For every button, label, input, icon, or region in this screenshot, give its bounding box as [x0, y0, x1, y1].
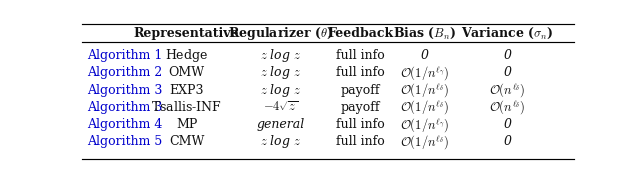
Text: Algorithm 5: Algorithm 5 — [88, 135, 163, 149]
Text: Algorithm 3: Algorithm 3 — [88, 84, 163, 97]
Text: Variance ($\sigma_n$): Variance ($\sigma_n$) — [461, 26, 554, 41]
Text: $\mathcal{O}(1/n^{\ell_\gamma})$: $\mathcal{O}(1/n^{\ell_\gamma})$ — [400, 64, 449, 82]
Text: OMW: OMW — [168, 66, 205, 80]
Text: Representative: Representative — [134, 27, 239, 40]
Text: 0: 0 — [504, 66, 511, 80]
Text: 0: 0 — [504, 118, 511, 131]
Text: 0: 0 — [504, 135, 511, 149]
Text: Algorithm 3: Algorithm 3 — [88, 101, 163, 114]
Text: 0: 0 — [420, 49, 429, 62]
Text: Regularizer ($\theta$): Regularizer ($\theta$) — [228, 25, 333, 42]
Text: $\mathcal{O}(1/n^{\ell_\delta})$: $\mathcal{O}(1/n^{\ell_\delta})$ — [400, 81, 449, 99]
Text: $z$ log $z$: $z$ log $z$ — [260, 47, 301, 64]
Text: 0: 0 — [504, 49, 511, 62]
Text: $z$ log $z$: $z$ log $z$ — [260, 133, 301, 151]
Text: $z$ log $z$: $z$ log $z$ — [260, 82, 301, 99]
Text: full info: full info — [336, 66, 385, 80]
Text: Feedback: Feedback — [327, 27, 394, 40]
Text: Algorithm 1: Algorithm 1 — [88, 49, 163, 62]
Text: full info: full info — [336, 135, 385, 149]
Text: full info: full info — [336, 49, 385, 62]
Text: $\mathcal{O}(n^{\ell_\delta})$: $\mathcal{O}(n^{\ell_\delta})$ — [490, 98, 526, 116]
Text: Bias ($B_n$): Bias ($B_n$) — [393, 26, 456, 41]
Text: Algorithm 4: Algorithm 4 — [88, 118, 163, 131]
Text: general: general — [257, 118, 305, 131]
Text: $z$ log $z$: $z$ log $z$ — [260, 64, 301, 82]
Text: CMW: CMW — [169, 135, 204, 149]
Text: H$\mathregular{edge}$: H$\mathregular{edge}$ — [165, 47, 208, 64]
Text: $\mathcal{O}(1/n^{\ell_\delta})$: $\mathcal{O}(1/n^{\ell_\delta})$ — [400, 98, 449, 116]
Text: EXP3: EXP3 — [170, 84, 204, 97]
Text: T$\mathregular{sallis}$-INF: T$\mathregular{sallis}$-INF — [151, 100, 222, 114]
Text: payoff: payoff — [340, 101, 380, 114]
Text: $\mathcal{O}(1/n^{\ell_\gamma})$: $\mathcal{O}(1/n^{\ell_\gamma})$ — [400, 116, 449, 134]
Text: MP: MP — [176, 118, 197, 131]
Text: Algorithm 2: Algorithm 2 — [88, 66, 163, 80]
Text: $\mathcal{O}(1/n^{\ell_\delta})$: $\mathcal{O}(1/n^{\ell_\delta})$ — [400, 133, 449, 151]
Text: full info: full info — [336, 118, 385, 131]
Text: $\mathcal{O}(n^{\ell_\delta})$: $\mathcal{O}(n^{\ell_\delta})$ — [490, 81, 526, 99]
Text: $-4\sqrt{z}$: $-4\sqrt{z}$ — [263, 101, 298, 114]
Text: payoff: payoff — [340, 84, 380, 97]
